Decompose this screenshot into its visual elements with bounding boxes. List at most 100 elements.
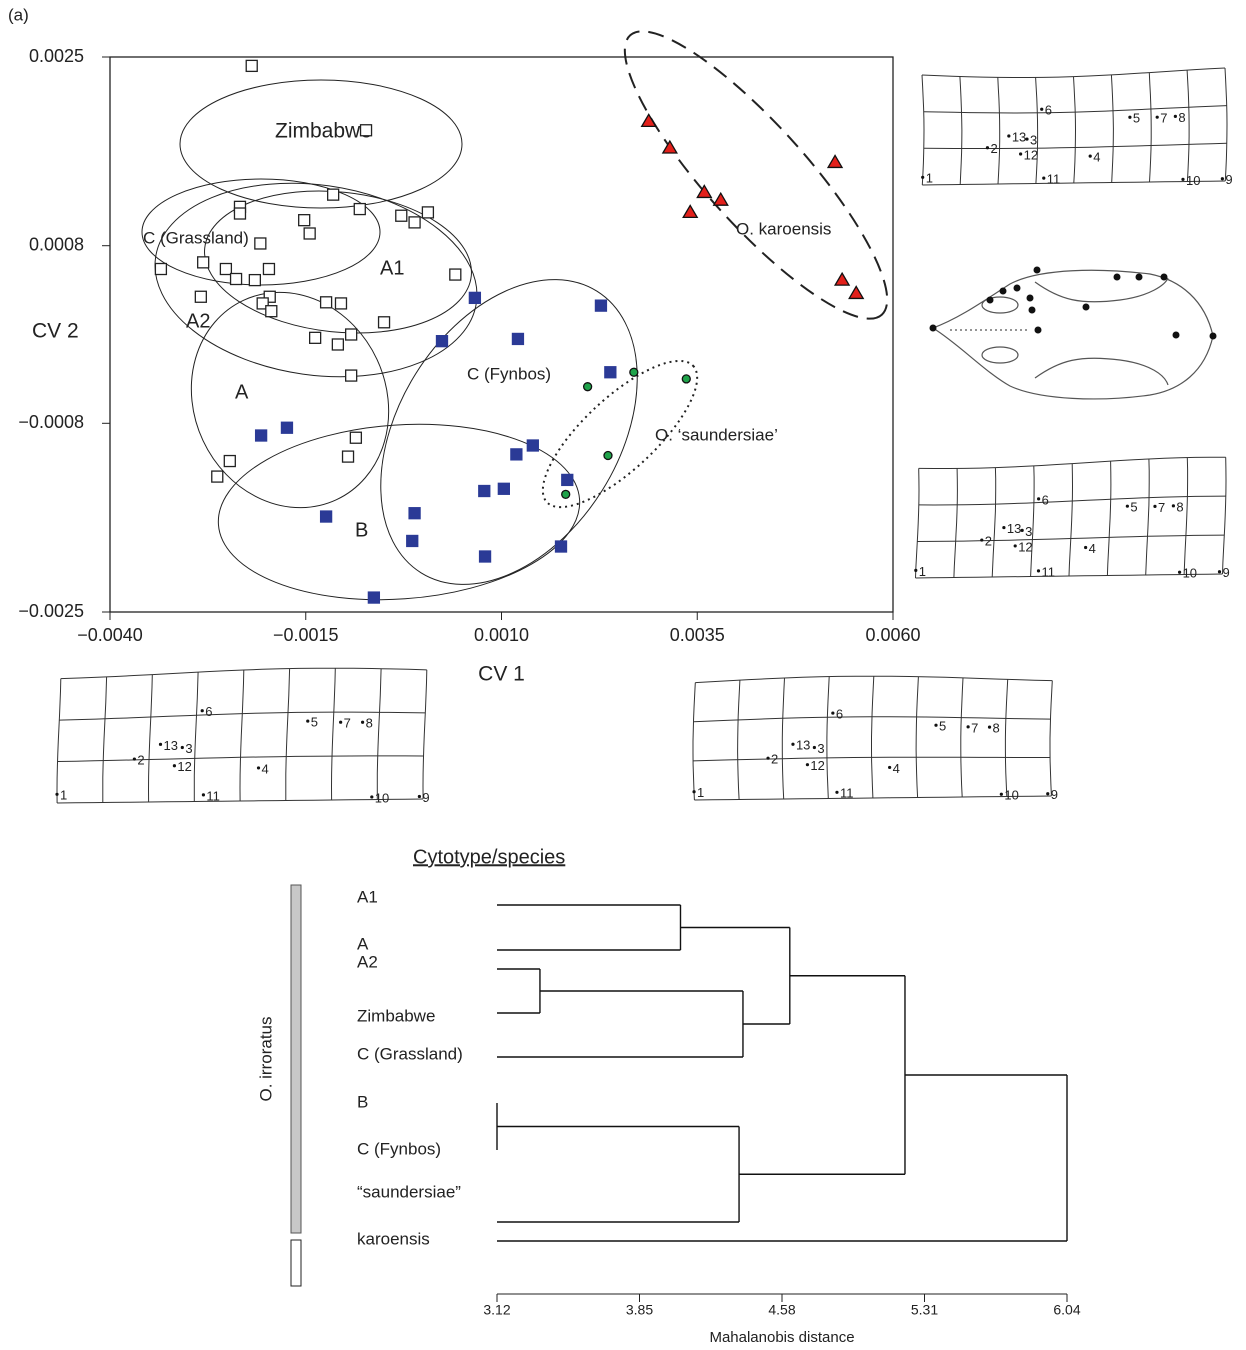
landmark-dot	[1210, 333, 1217, 340]
landmark-label: 5	[1133, 111, 1140, 126]
leaf-label: C (Grassland)	[357, 1044, 463, 1063]
x-axis-label: CV 1	[478, 663, 525, 686]
landmark-label: 7	[971, 720, 978, 735]
landmark-label: 3	[1025, 524, 1032, 539]
landmark-label: 12	[810, 758, 824, 773]
grid-column	[1146, 459, 1150, 575]
annotation: Zimbabwe	[275, 120, 372, 143]
landmark-label: 9	[1225, 172, 1232, 187]
group-ellipse	[593, 2, 919, 348]
grid-column	[423, 670, 427, 799]
landmark-label: 8	[993, 721, 1000, 736]
grid-column	[1184, 458, 1188, 575]
point	[343, 451, 354, 462]
grid-column	[1225, 68, 1227, 181]
annotation: O. karoensis	[736, 219, 831, 238]
landmark-dot	[914, 569, 917, 572]
annotation: B	[355, 519, 368, 541]
landmark-label: 1	[60, 788, 67, 803]
x-tick-label: 4.58	[768, 1302, 795, 1318]
landmark-label: 12	[1018, 539, 1032, 554]
leaf-label: karoensis	[357, 1229, 430, 1248]
landmark-dot	[987, 297, 994, 304]
leaf-label: C (Fynbos)	[357, 1139, 441, 1158]
landmark-dot	[888, 766, 891, 769]
landmark-label: 5	[311, 715, 318, 730]
landmark-dot	[1136, 274, 1143, 281]
landmark-label: 9	[1222, 565, 1229, 580]
dendrogram-title: Cytotype/species	[413, 846, 565, 868]
grid-column	[149, 675, 153, 802]
skull-arch	[1035, 358, 1168, 385]
point	[849, 286, 863, 298]
point	[304, 228, 315, 239]
landmark-dot	[159, 743, 162, 746]
grid-column	[57, 679, 61, 803]
grid-column	[1031, 466, 1035, 577]
landmark-dot	[791, 743, 794, 746]
point	[511, 449, 522, 460]
landmark-dot	[1000, 793, 1003, 796]
landmark-dot	[1153, 505, 1156, 508]
landmark-dot	[1161, 274, 1168, 281]
point	[682, 375, 690, 383]
landmark-label: 10	[1186, 173, 1200, 188]
grid-column	[332, 668, 336, 800]
landmark-label: 2	[771, 752, 778, 767]
landmark-label: 9	[422, 790, 429, 805]
point	[266, 306, 277, 317]
point	[422, 207, 433, 218]
landmark-label: 11	[1041, 564, 1055, 579]
landmark-dot	[831, 711, 834, 714]
point	[256, 430, 267, 441]
point	[195, 291, 206, 302]
landmark-label: 11	[1047, 172, 1061, 187]
point	[562, 474, 573, 485]
landmark-dot	[1156, 116, 1159, 119]
point	[396, 210, 407, 221]
landmark-label: 13	[164, 738, 178, 753]
point	[409, 508, 420, 519]
point	[198, 257, 209, 268]
point	[450, 269, 461, 280]
point	[469, 292, 480, 303]
point	[595, 300, 606, 311]
grid-column	[1111, 75, 1113, 183]
landmark-label: 4	[1089, 541, 1096, 556]
point	[605, 367, 616, 378]
deformation-grid: 12345678910111213	[921, 68, 1233, 188]
landmark-dot	[921, 176, 924, 179]
x-tick-label: −0.0015	[273, 625, 339, 645]
landmark-label: 6	[1045, 103, 1052, 118]
y-tick-label: 0.0008	[29, 234, 84, 254]
point	[350, 432, 361, 443]
grid-column	[1107, 461, 1111, 575]
point	[212, 471, 223, 482]
landmark-label: 3	[817, 741, 824, 756]
landmark-dot	[257, 766, 260, 769]
point	[479, 486, 490, 497]
grid-column	[1223, 457, 1227, 574]
point	[246, 60, 257, 71]
point	[556, 541, 567, 552]
annotation: A1	[380, 257, 404, 279]
point	[409, 217, 420, 228]
grid-column	[954, 469, 958, 578]
figure: (a) −0.0040−0.00150.00100.00350.0060−0.0…	[0, 0, 1246, 1350]
point	[714, 193, 728, 205]
grid-column	[992, 468, 996, 577]
landmark-dot	[1002, 526, 1005, 529]
point	[642, 114, 656, 126]
group-ellipse	[328, 233, 691, 631]
grid-column	[960, 76, 962, 184]
landmark-dot	[1128, 116, 1131, 119]
landmark-label: 5	[939, 719, 946, 734]
landmark-label: 3	[1030, 133, 1037, 148]
group-ellipse	[180, 80, 462, 208]
landmark-dot	[986, 146, 989, 149]
landmark-dot	[1089, 155, 1092, 158]
grid-column	[1074, 77, 1076, 183]
point	[335, 298, 346, 309]
x-tick-label: 0.0035	[670, 625, 725, 645]
